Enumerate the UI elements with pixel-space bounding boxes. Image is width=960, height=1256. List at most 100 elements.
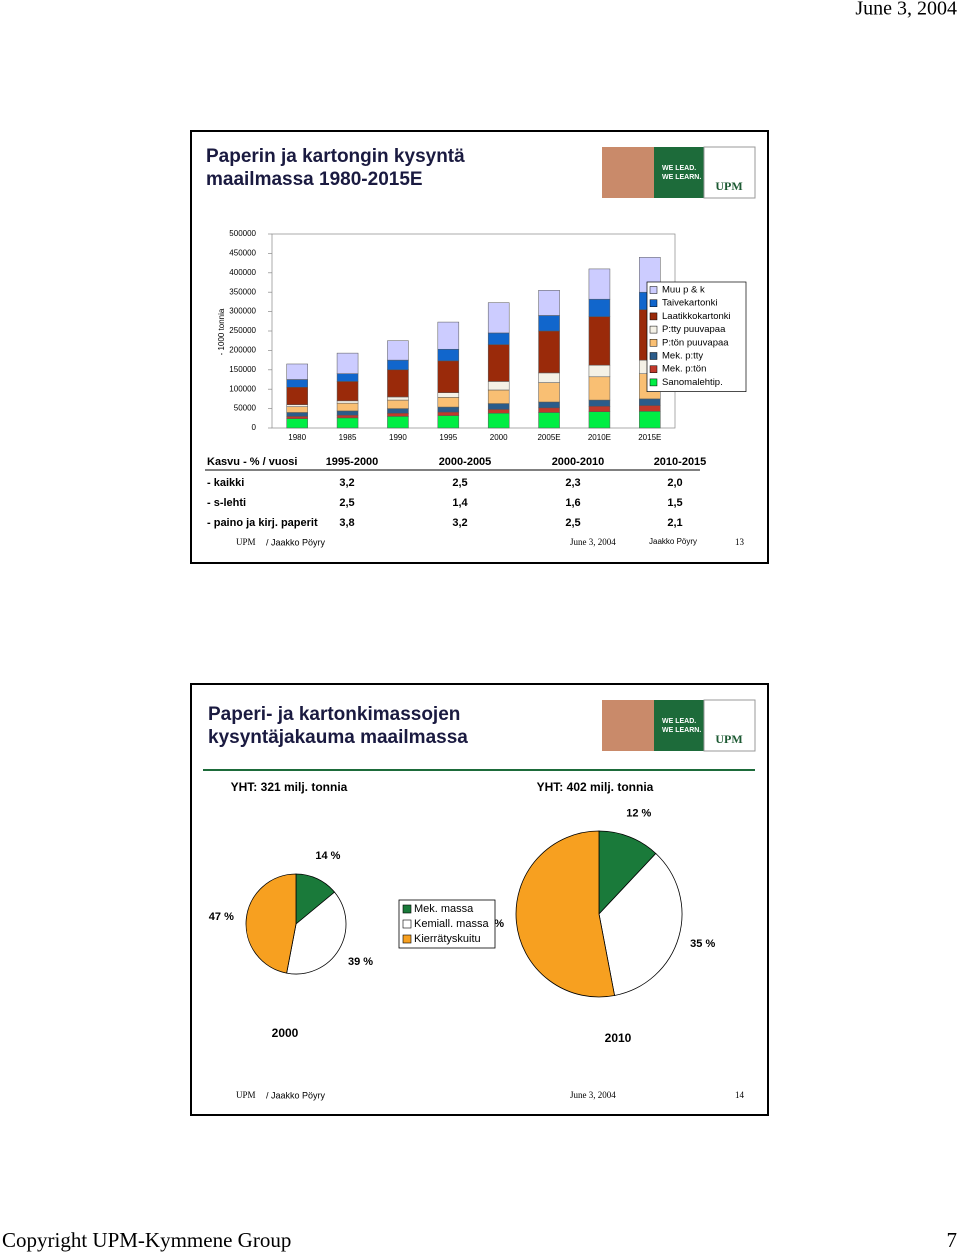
- legend-swatch: [649, 365, 658, 373]
- bar-segment: [387, 340, 409, 361]
- copyright: Copyright UPM-Kymmene Group: [2, 1228, 291, 1252]
- y-tick-label: 500000: [229, 229, 256, 238]
- table-cell: 2,0: [667, 477, 682, 489]
- x-tick-label: 1995: [439, 433, 457, 442]
- bar-segment: [588, 376, 611, 401]
- legend-label: P:tön puuvapaa: [662, 337, 729, 348]
- table-cell: 2,3: [565, 477, 580, 489]
- y-tick-label: 50000: [234, 404, 257, 413]
- bar-segment: [538, 401, 560, 409]
- bar-segment: [487, 344, 510, 382]
- bar-segment: [588, 411, 611, 429]
- bar-segment: [538, 382, 560, 403]
- bar-segment: [487, 413, 510, 429]
- bar-segment: [387, 416, 409, 429]
- legend-swatch: [649, 352, 658, 360]
- bar-segment: [286, 418, 308, 429]
- table-cell: 3,2: [452, 517, 467, 529]
- legend-label: Mek. p:tty: [662, 351, 703, 362]
- footer-page: 13: [735, 537, 745, 547]
- bar-segment: [286, 412, 308, 417]
- data-label: 39 %: [348, 956, 373, 968]
- bar-segment: [487, 389, 510, 404]
- page-number: 7: [947, 1228, 958, 1252]
- pie-title: 2010: [605, 1031, 632, 1045]
- logo-band: [654, 147, 704, 198]
- bar-segment: [286, 387, 308, 405]
- footer-source: Jaakko Pöyry: [649, 537, 697, 546]
- table-cell: 3,8: [339, 517, 354, 529]
- legend-label: Mek. p:tön: [662, 364, 706, 375]
- table-header: 2000-2010: [552, 456, 605, 468]
- legend-box: [646, 281, 747, 392]
- footer-page: 14: [735, 1090, 745, 1100]
- y-tick-label: 150000: [229, 365, 256, 374]
- logo-box: [703, 146, 756, 199]
- bar-segment: [437, 392, 460, 398]
- legend-label: Taivekartonki: [662, 298, 717, 309]
- slide-footer: UPM / Jaakko Pöyry June 3, 2004 14: [236, 1090, 745, 1100]
- table-cell: - s-lehti: [207, 497, 246, 509]
- bar-segment: [336, 414, 359, 419]
- y-tick-label: 300000: [229, 307, 256, 316]
- legend-label: Kemiall. massa: [414, 918, 489, 930]
- table-header: Kasvu - % / vuosi: [207, 456, 297, 468]
- bar-segment: [538, 372, 560, 383]
- bar-segment: [487, 381, 510, 391]
- legend-label: Sanomalehtip.: [662, 377, 723, 388]
- bar-segment: [538, 330, 560, 374]
- legend-swatch: [649, 286, 658, 294]
- bar-segment: [336, 402, 359, 412]
- pie-subtitle: YHT: 321 milj. tonnia: [231, 780, 348, 794]
- y-tick-label: 350000: [229, 287, 256, 296]
- footer-author: / Jaakko Pöyry: [266, 1090, 326, 1100]
- bar-segment: [286, 404, 308, 407]
- logo-image: [602, 700, 654, 751]
- bar-segment: [286, 406, 308, 413]
- bar-segment: [588, 268, 611, 300]
- slide-title: Paperin ja kartongin kysyntä: [206, 146, 465, 167]
- table-cell: 1,5: [667, 497, 682, 509]
- table-cell: 1,4: [452, 497, 468, 509]
- logo: WE LEAD. WE LEARN. UPM: [602, 699, 756, 752]
- bar-segment: [387, 399, 409, 409]
- bar-segment: [336, 373, 359, 382]
- bar-segment: [336, 352, 359, 374]
- bar-segment: [588, 316, 611, 366]
- footer-date: June 3, 2004: [570, 537, 616, 547]
- table-cell: 2,5: [452, 477, 467, 489]
- logo-image: [602, 147, 654, 198]
- bar-segment: [437, 415, 460, 429]
- legend-label: P:tty puuvapaa: [662, 324, 726, 335]
- y-tick-label: 0: [252, 423, 257, 432]
- bar-segment: [538, 315, 560, 332]
- bar-segment: [487, 403, 510, 410]
- y-axis-label: - 1000 tonnia: [217, 308, 226, 355]
- bar-segment: [336, 417, 359, 429]
- bar-segment: [286, 379, 308, 388]
- table-cell: - paino ja kirj. paperit: [207, 517, 318, 529]
- bar-segment: [286, 363, 308, 380]
- legend-label: Laatikkokartonki: [662, 311, 731, 322]
- legend-label: Muu p & k: [662, 285, 705, 296]
- bar-segment: [588, 399, 611, 407]
- bar-segment: [437, 321, 460, 350]
- footer-date: June 3, 2004: [570, 1090, 616, 1100]
- legend-swatch: [649, 299, 658, 307]
- logo-box: [703, 699, 756, 752]
- bar-segment: [336, 381, 359, 402]
- bar-segment: [588, 406, 611, 412]
- bar-segment: [538, 412, 560, 429]
- bar-segment: [437, 411, 460, 416]
- page-date: June 3, 2004: [855, 0, 957, 20]
- footer-brand: UPM: [236, 537, 256, 547]
- data-label: 35 %: [690, 938, 715, 950]
- pie-subtitle: YHT: 402 milj. tonnia: [537, 780, 654, 794]
- table-header: 2000-2005: [439, 456, 492, 468]
- table-header: 1995-2000: [326, 456, 379, 468]
- y-tick-label: 400000: [229, 268, 256, 277]
- table-cell: 1,6: [565, 497, 580, 509]
- x-tick-label: 1985: [339, 433, 357, 442]
- legend-swatch: [649, 378, 658, 387]
